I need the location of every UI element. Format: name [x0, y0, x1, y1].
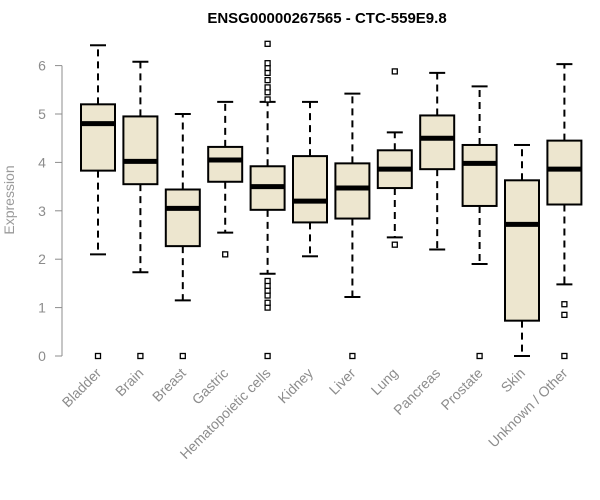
iqr-box	[504, 179, 540, 322]
x-tick-label: Prostate	[438, 365, 486, 413]
outlier-point	[476, 352, 483, 360]
box-lung	[376, 68, 413, 248]
outlier-point	[264, 299, 271, 306]
x-tick-label: Breast	[149, 365, 189, 405]
outlier-point	[94, 352, 102, 360]
outlier-point	[222, 251, 229, 258]
outlier-point	[137, 352, 144, 360]
y-axis: 0 1 2 3 4 5 6	[38, 58, 63, 364]
outlier-point	[264, 76, 271, 84]
x-tick-label: Skin	[498, 365, 529, 396]
box-gastric	[207, 100, 244, 258]
y-tick-label: 3	[38, 203, 46, 219]
iqr-box	[164, 188, 201, 248]
chart-title: ENSG00000267565 - CTC-559E9.8	[207, 10, 446, 27]
outlier-point	[264, 352, 271, 360]
outlier-point	[391, 68, 398, 75]
outlier-point	[561, 311, 568, 319]
box-bladder	[80, 44, 116, 360]
x-tick-label: Kidney	[275, 365, 317, 407]
y-tick-label: 4	[38, 154, 46, 170]
y-axis-label: Expression	[1, 165, 17, 234]
box-unknown-other	[546, 63, 583, 360]
box-liver	[334, 92, 371, 360]
box-hematopoietic-cells	[249, 40, 286, 360]
iqr-box	[292, 155, 328, 224]
box-brain	[122, 60, 159, 360]
box-skin	[504, 143, 540, 357]
x-tick-label: Bladder	[59, 365, 105, 411]
outlier-point	[264, 96, 271, 103]
iqr-box	[461, 143, 498, 207]
outlier-point	[561, 352, 568, 360]
x-tick-label: Liver	[326, 365, 359, 398]
outlier-point	[264, 40, 271, 47]
x-tick-label: Pancreas	[390, 365, 443, 418]
iqr-box	[80, 103, 116, 172]
outlier-point	[179, 352, 186, 360]
outlier-point	[264, 60, 271, 67]
box-pancreas	[419, 71, 456, 251]
y-tick-label: 6	[38, 58, 46, 74]
x-tick-label: Brain	[112, 365, 146, 399]
box-kidney	[292, 100, 328, 258]
iqr-box	[207, 145, 244, 183]
outlier-point	[264, 277, 271, 285]
iqr-box	[122, 115, 159, 186]
box-prostate	[461, 85, 498, 360]
outlier-point	[349, 352, 356, 360]
iqr-box	[546, 139, 583, 206]
x-tick-label: Unknown / Other	[485, 365, 571, 451]
iqr-box	[334, 162, 371, 220]
y-tick-label: 5	[38, 106, 46, 122]
outlier-point	[561, 301, 568, 308]
x-tick-label: Lung	[368, 365, 401, 398]
iqr-box	[419, 114, 456, 171]
y-tick-label: 0	[38, 348, 46, 364]
outlier-point	[264, 84, 271, 91]
y-tick-label: 2	[38, 251, 46, 267]
outlier-point	[391, 241, 398, 248]
y-tick-label: 1	[38, 300, 46, 316]
box-breast	[164, 113, 201, 360]
boxes-layer	[80, 40, 583, 360]
